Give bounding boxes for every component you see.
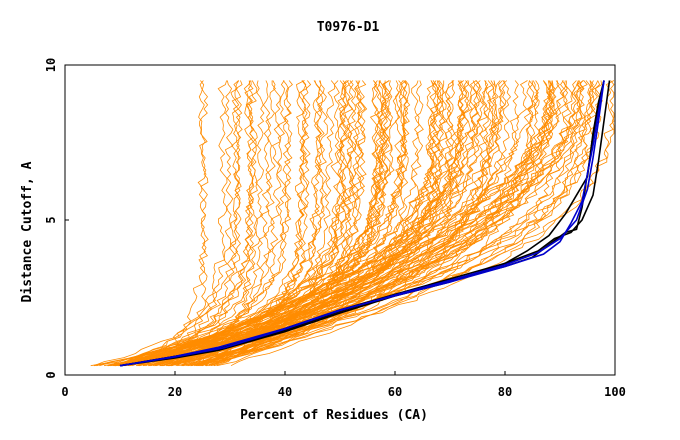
background-model-curve — [154, 80, 282, 367]
background-model-curve — [179, 80, 209, 367]
background-model-curve — [168, 80, 444, 367]
background-model-curve — [163, 80, 540, 367]
background-model-curve — [140, 80, 257, 366]
background-model-curve — [155, 80, 391, 367]
x-tick-label: 60 — [388, 385, 402, 399]
highlighted-model-curve — [119, 80, 605, 367]
background-model-curve — [124, 80, 596, 367]
background-model-curve — [188, 80, 615, 367]
y-axis-ticks: 0 5 10 — [44, 58, 69, 379]
background-model-curve — [142, 80, 552, 367]
highlighted-model-curve — [119, 80, 605, 367]
background-model-curve — [148, 80, 512, 367]
x-tick-label: 0 — [61, 385, 68, 399]
background-model-curve — [135, 80, 309, 367]
background-model-curve — [114, 80, 350, 367]
x-axis-ticks: 0 20 40 60 80 100 — [61, 371, 626, 399]
highlighted-model-curve — [119, 80, 605, 367]
background-model-curve — [118, 80, 400, 367]
x-tick-label: 100 — [604, 385, 626, 399]
x-tick-label: 20 — [168, 385, 182, 399]
x-axis-label: Percent of Residues (CA) — [240, 408, 428, 423]
background-model-curve — [119, 80, 556, 367]
background-model-curve — [171, 80, 520, 367]
y-tick-label: 5 — [44, 216, 58, 223]
chart-title: T0976-D1 — [317, 20, 380, 35]
highlighted-model-curves — [119, 80, 611, 367]
background-model-curve — [143, 80, 478, 367]
background-model-curve — [93, 80, 242, 367]
highlighted-model-curve — [119, 80, 611, 367]
background-model-curve — [176, 80, 565, 367]
background-model-curve — [113, 80, 573, 367]
background-model-curve — [117, 80, 234, 367]
background-model-curve — [107, 80, 581, 367]
y-tick-label: 10 — [44, 58, 58, 72]
background-model-curve — [107, 80, 468, 367]
background-model-curve — [109, 80, 254, 367]
background-model-curve — [118, 80, 368, 367]
background-model-curve — [145, 80, 554, 367]
background-model-curve — [159, 80, 585, 367]
background-model-curve — [181, 80, 243, 367]
background-model-curve — [199, 80, 586, 367]
background-model-curve — [137, 80, 272, 367]
background-model-curve — [202, 80, 489, 367]
background-model-curve — [121, 80, 228, 367]
background-model-curve — [169, 80, 598, 367]
background-model-curve — [118, 80, 348, 367]
y-axis-label: Distance Cutoff, A — [20, 161, 35, 302]
background-model-curve — [144, 80, 207, 367]
background-model-curve — [132, 80, 241, 367]
highlighted-model-curve — [119, 80, 605, 367]
background-model-curve — [120, 80, 265, 367]
background-model-curves — [90, 80, 615, 367]
x-tick-label: 80 — [498, 385, 512, 399]
x-tick-label: 40 — [278, 385, 292, 399]
background-model-curve — [115, 80, 254, 367]
y-tick-label: 0 — [44, 371, 58, 378]
background-model-curve — [160, 80, 585, 367]
background-model-curve — [154, 80, 599, 367]
background-model-curve — [128, 80, 293, 367]
